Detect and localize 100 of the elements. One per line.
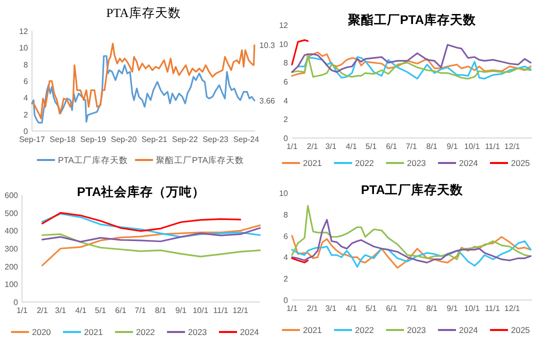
x-tick-label: 3/1 xyxy=(325,304,338,313)
chart-title: 聚酯工厂PTA库存天数 xyxy=(346,12,478,27)
y-tick-label: 8 xyxy=(24,60,29,70)
line-series xyxy=(41,233,261,258)
x-tick-label: 4/1 xyxy=(75,306,87,315)
x-tick-label: 1/1 xyxy=(286,304,298,313)
x-tick-label: 2/1 xyxy=(36,306,48,315)
x-tick-label: 7/1 xyxy=(406,304,418,313)
x-tick-label: 12/1 xyxy=(232,306,249,315)
legend-label: 2024 xyxy=(459,158,478,168)
y-tick-label: 12 xyxy=(19,27,29,36)
legend-label: 2022 xyxy=(355,325,374,335)
legend-label: 2025 xyxy=(511,158,530,168)
legend-label: PTA工厂库存天数 xyxy=(58,155,128,165)
chart-title: PTA社会库存（万吨） xyxy=(76,184,206,199)
x-tick-label: Sep-19 xyxy=(80,135,107,144)
chart-title: PTA工厂库存天数 xyxy=(360,182,464,197)
x-tick-label: Sep-22 xyxy=(172,135,198,144)
x-tick-label: 9/1 xyxy=(446,142,458,151)
x-tick-label: 12/1 xyxy=(504,142,521,151)
x-tick-label: Sep-24 xyxy=(233,135,260,144)
x-tick-label: 10/1 xyxy=(192,306,209,315)
chart-title: PTA库存天数 xyxy=(106,6,181,20)
line-series xyxy=(31,55,256,124)
y-tick-label: 10 xyxy=(19,44,29,53)
y-tick-label: 600 xyxy=(4,191,19,200)
y-tick-label: 300 xyxy=(4,244,19,254)
legend-label: 2024 xyxy=(240,327,260,337)
y-tick-label: 6 xyxy=(284,78,289,86)
x-tick-label: Sep-18 xyxy=(50,135,76,144)
x-tick-label: 5/1 xyxy=(366,304,378,313)
x-tick-label: 12/1 xyxy=(504,304,521,313)
y-tick-label: 4 xyxy=(24,94,29,103)
x-tick-label: 11/1 xyxy=(484,304,500,313)
annotation: 10.3 xyxy=(259,41,276,50)
x-tick-label: 11/1 xyxy=(484,142,500,151)
legend-label: 2021 xyxy=(84,327,104,337)
y-tick-label: 4 xyxy=(284,253,289,262)
y-tick-label: 10 xyxy=(279,40,289,49)
line-series xyxy=(41,212,242,232)
x-tick-label: 8/1 xyxy=(155,306,167,315)
line-series xyxy=(291,205,532,260)
x-tick-label: 4/1 xyxy=(346,304,358,313)
x-tick-label: 8/1 xyxy=(426,142,438,151)
line-series xyxy=(41,227,261,243)
y-tick-label: 100 xyxy=(4,280,19,290)
y-tick-label: 0 xyxy=(14,298,19,307)
y-tick-label: 0 xyxy=(24,127,29,136)
line-series xyxy=(291,235,532,269)
legend-label: 2024 xyxy=(459,325,478,335)
y-tick-label: 0 xyxy=(284,134,289,143)
y-tick-label: 2 xyxy=(24,110,29,120)
x-tick-label: Sep-17 xyxy=(19,135,46,144)
legend-label: 2023 xyxy=(407,158,426,168)
x-tick-label: 2/1 xyxy=(306,304,319,313)
y-tick-label: 12 xyxy=(279,21,289,30)
line-series xyxy=(291,39,309,66)
x-tick-label: 9/1 xyxy=(175,306,187,315)
y-tick-label: 8 xyxy=(284,58,289,68)
x-tick-label: 7/1 xyxy=(406,142,418,151)
x-tick-label: 9/1 xyxy=(446,304,458,313)
x-tick-label: 5/1 xyxy=(94,306,107,315)
annotation: 3.66 xyxy=(259,96,276,106)
line-series xyxy=(291,218,532,264)
x-tick-label: 8/1 xyxy=(426,304,438,313)
y-tick-label: 10 xyxy=(279,189,289,198)
x-tick-label: Sep-23 xyxy=(202,135,229,144)
legend-label: 2020 xyxy=(32,327,52,337)
x-tick-label: 6/1 xyxy=(115,306,127,315)
y-tick-label: 200 xyxy=(4,262,19,272)
x-tick-label: Sep-21 xyxy=(141,135,168,144)
x-tick-label: 1/1 xyxy=(16,306,28,315)
legend-label: 2023 xyxy=(188,327,208,337)
y-tick-label: 6 xyxy=(284,232,289,241)
line-series xyxy=(41,212,261,238)
legend-label: 2022 xyxy=(136,327,156,337)
y-tick-label: 400 xyxy=(4,226,19,236)
line-series xyxy=(291,240,532,268)
line-series xyxy=(291,44,532,73)
y-tick-label: 500 xyxy=(4,208,19,218)
line-series xyxy=(41,224,261,266)
legend-label: 2023 xyxy=(407,325,426,335)
y-tick-label: 2 xyxy=(284,115,289,124)
legend-label: 2021 xyxy=(303,325,322,335)
y-tick-label: 0 xyxy=(284,296,289,305)
x-tick-label: 1/1 xyxy=(286,142,298,151)
y-tick-label: 2 xyxy=(284,274,289,284)
x-tick-label: 6/1 xyxy=(386,304,398,313)
x-tick-label: 11/1 xyxy=(213,306,229,315)
legend-label: 2022 xyxy=(355,158,374,168)
x-tick-label: 6/1 xyxy=(386,142,398,151)
legend-label: 2021 xyxy=(303,158,322,168)
x-tick-label: 3/1 xyxy=(325,142,338,151)
x-tick-label: 3/1 xyxy=(55,306,67,315)
legend-label: 聚酯工厂PTA库存天数 xyxy=(156,155,244,165)
x-tick-label: 10/1 xyxy=(464,142,480,151)
line-series xyxy=(31,42,256,120)
x-tick-label: 10/1 xyxy=(464,304,480,313)
y-tick-label: 6 xyxy=(24,77,29,86)
y-tick-label: 4 xyxy=(284,96,289,106)
